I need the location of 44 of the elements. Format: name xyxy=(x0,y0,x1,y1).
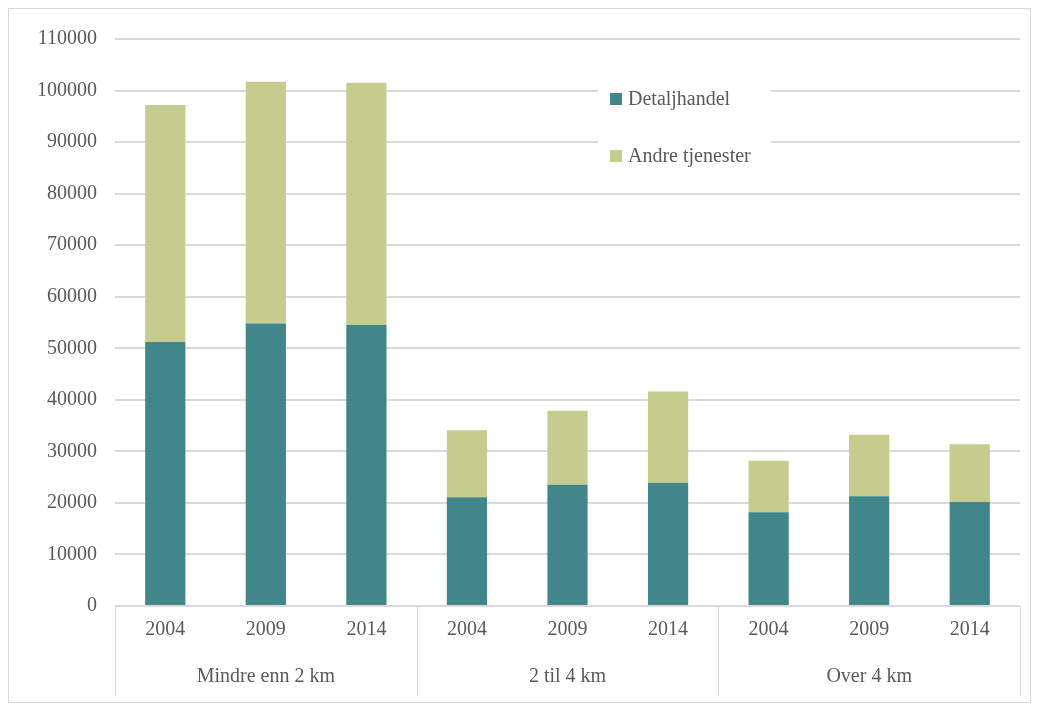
text: Over 4 km xyxy=(826,664,913,687)
bar xyxy=(849,496,890,605)
bar xyxy=(748,512,789,605)
legend-label: Detaljhandel xyxy=(628,87,731,111)
y-tick-label: 20000 xyxy=(47,490,97,513)
bar xyxy=(245,323,286,605)
x-tick-label: 2009 xyxy=(547,617,588,640)
y-tick-label: 40000 xyxy=(47,387,97,410)
y-tick-label: 30000 xyxy=(47,438,97,461)
x-tick-label: 2004 xyxy=(748,617,789,640)
y-tick-label: 60000 xyxy=(47,283,97,306)
bar xyxy=(346,82,387,326)
text: Mindre enn 2 km xyxy=(196,664,336,687)
y-tick-label: 80000 xyxy=(47,180,97,203)
x-tick-label: 2009 xyxy=(245,617,286,640)
bar xyxy=(245,81,286,324)
y-tick-label: 70000 xyxy=(47,232,97,255)
bar xyxy=(145,104,186,343)
bar xyxy=(949,444,990,502)
bar xyxy=(647,391,689,483)
bar xyxy=(547,484,588,605)
bar xyxy=(748,460,789,513)
x-tick-label: 2014 xyxy=(648,617,689,640)
x-tick-label: 2004 xyxy=(145,617,186,640)
bar xyxy=(849,434,890,497)
bar xyxy=(547,410,588,485)
x-tick-label: 2009 xyxy=(849,617,890,640)
y-tick-label: 50000 xyxy=(47,335,97,358)
bar xyxy=(346,325,387,605)
y-tick-label: 0 xyxy=(87,593,97,616)
bar xyxy=(647,482,689,605)
bar xyxy=(145,342,186,605)
y-tick-label: 110000 xyxy=(37,26,97,49)
x-tick-label: 2014 xyxy=(346,617,387,640)
bar xyxy=(949,501,990,605)
bar xyxy=(446,430,488,498)
legend-label: Andre tjenester xyxy=(628,144,752,168)
y-tick-label: 100000 xyxy=(37,77,97,100)
y-tick-label: 10000 xyxy=(47,541,97,564)
y-tick-label: 90000 xyxy=(47,129,97,152)
text: 2 til 4 km xyxy=(528,664,607,687)
bar xyxy=(446,497,488,605)
x-tick-label: 2014 xyxy=(949,617,990,640)
x-tick-label: 2004 xyxy=(446,617,487,640)
